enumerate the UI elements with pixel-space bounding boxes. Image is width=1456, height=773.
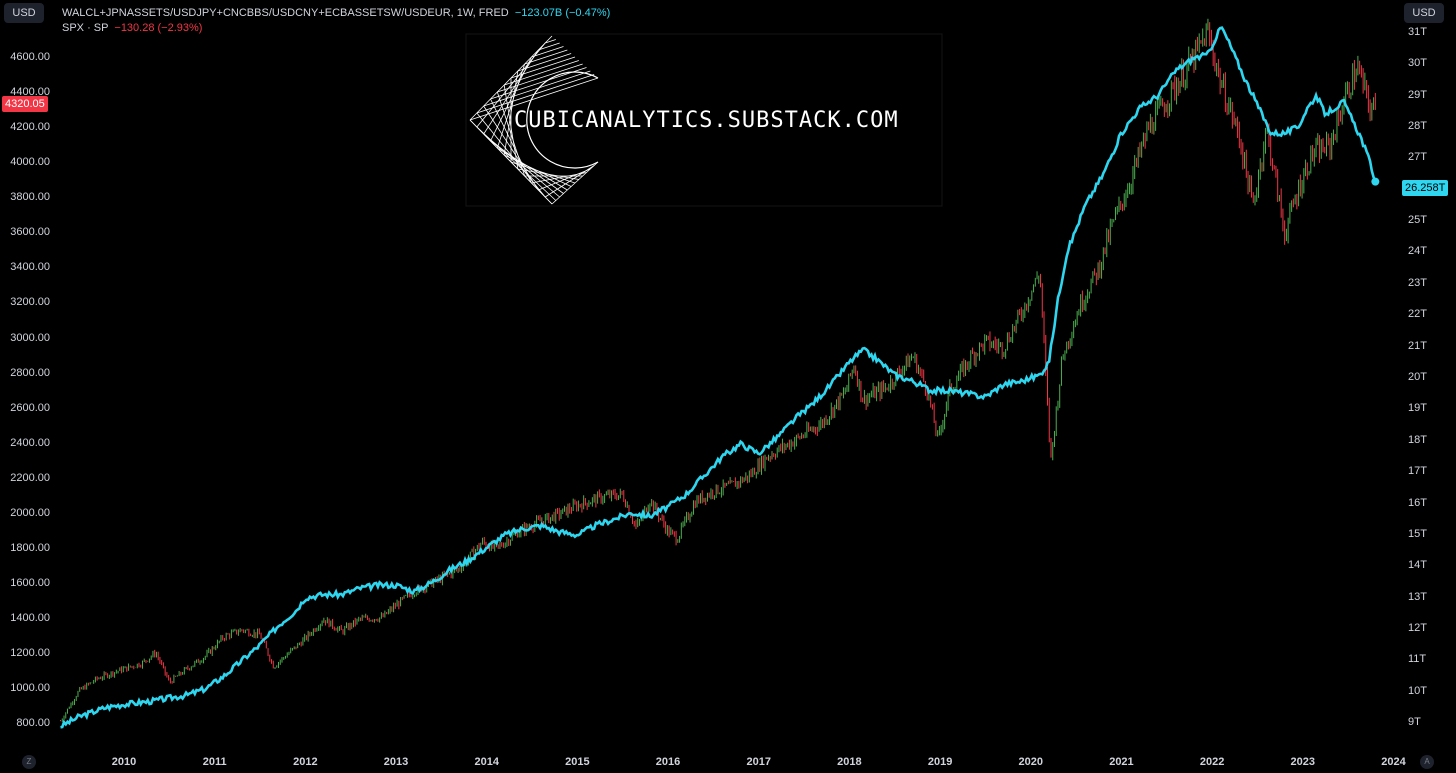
right-axis-tick: 29T — [1408, 88, 1427, 101]
left-axis-tick: 1200.00 — [10, 647, 50, 660]
auto-scale-button[interactable]: A — [1420, 755, 1434, 769]
right-axis-tick: 19T — [1408, 402, 1427, 415]
time-axis-tick: 2014 — [474, 756, 499, 768]
right-axis-tick: 20T — [1408, 371, 1427, 383]
left-axis-tick: 1600.00 — [10, 577, 50, 590]
left-axis-tick: 1800.00 — [10, 542, 50, 555]
right-axis-tick: 14T — [1408, 559, 1427, 572]
right-axis-tick: 23T — [1408, 276, 1427, 289]
right-axis-tick: 9T — [1408, 716, 1421, 729]
right-axis-tick: 27T — [1408, 151, 1427, 164]
watermark-string-line — [544, 165, 595, 198]
right-axis-tick: 31T — [1408, 25, 1427, 38]
right-axis-tick: 22T — [1408, 308, 1427, 321]
watermark-string-line — [538, 168, 591, 191]
legend-series2-title: SPX · SP — [62, 22, 109, 34]
right-axis-tick: 13T — [1408, 590, 1427, 603]
right-axis-tick: 11T — [1408, 653, 1427, 666]
watermark-string-line — [476, 74, 595, 114]
legend-series1-change: −123.07B (−0.47%) — [514, 7, 611, 19]
left-currency-button[interactable]: USD — [4, 3, 44, 23]
zoom-reset-button[interactable]: Z — [22, 755, 36, 769]
time-axis-tick: 2013 — [383, 756, 409, 768]
legend-series1-title: WALCL+JPNASSETS/USDJPY+CNCBBS/USDCNY+ECB… — [62, 7, 509, 19]
watermark-frame — [465, 33, 943, 207]
left-axis-tick: 1000.00 — [10, 682, 50, 695]
legend-row-spx[interactable]: SPX · SP −130.28 (−2.93%) — [62, 21, 610, 36]
left-axis-tick: 2600.00 — [10, 401, 50, 414]
right-axis-tick: 30T — [1408, 57, 1427, 70]
right-currency-button[interactable]: USD — [1404, 3, 1444, 23]
left-axis-tick: 2800.00 — [10, 366, 50, 379]
right-axis-tick: 12T — [1408, 622, 1427, 635]
time-axis-tick: 2011 — [202, 756, 227, 768]
left-axis-tick: 4000.00 — [10, 156, 50, 169]
time-axis-tick: 2023 — [1290, 756, 1316, 768]
spx-last-price-tag: 4320.05 — [2, 96, 48, 112]
right-axis-tick: 28T — [1408, 119, 1427, 132]
right-axis-tick: 18T — [1408, 433, 1427, 446]
time-axis-tick: 2019 — [927, 756, 953, 768]
left-axis-tick: 4400.00 — [10, 85, 50, 98]
time-axis-tick: 2010 — [111, 756, 137, 768]
left-axis-tick: 1400.00 — [10, 612, 50, 625]
watermark-string-line — [476, 42, 546, 128]
time-axis-tick: 2020 — [1018, 756, 1043, 768]
watermark-string-line — [483, 70, 591, 107]
right-axis-tick: 21T — [1408, 339, 1427, 352]
watermark-string-line — [524, 49, 568, 65]
right-axis-tick: 15T — [1408, 527, 1427, 540]
time-axis-tick: 2012 — [293, 756, 318, 768]
watermark-arc — [526, 71, 599, 169]
right-axis-tick: 10T — [1408, 684, 1427, 697]
left-axis-tick: 3600.00 — [10, 226, 50, 239]
left-axis-tick: 800.00 — [16, 717, 50, 730]
chart-legend: WALCL+JPNASSETS/USDJPY+CNCBBS/USDCNY+ECB… — [62, 6, 610, 36]
watermark-string-line — [545, 39, 556, 44]
liquidity-last-point — [1371, 177, 1380, 186]
legend-series2-change: −130.28 (−2.93%) — [114, 22, 203, 34]
right-axis-tick: 25T — [1408, 214, 1427, 227]
watermark-string-line — [538, 42, 560, 51]
left-axis-tick: 3200.00 — [10, 296, 50, 309]
time-axis-tick: 2024 — [1381, 756, 1406, 768]
watermark-string-line — [469, 77, 599, 121]
left-axis-tick: 2400.00 — [10, 436, 50, 449]
time-axis-tick: 2016 — [655, 756, 681, 768]
watermark-string-line — [483, 49, 539, 135]
watermark-string-line — [551, 161, 599, 205]
right-axis-tick: 24T — [1408, 245, 1427, 258]
time-axis-tick: 2022 — [1199, 756, 1225, 768]
time-axis-tick: 2021 — [1109, 756, 1134, 768]
time-axis-tick: 2015 — [565, 756, 590, 768]
watermark-string-line — [497, 63, 583, 93]
left-axis-tick: 3000.00 — [10, 331, 50, 344]
left-axis-tick: 4600.00 — [10, 50, 50, 63]
left-axis-tick: 2200.00 — [10, 471, 50, 484]
left-axis-tick: 2000.00 — [10, 506, 50, 519]
watermark-string-line — [469, 35, 553, 121]
watermark-text: CUBICANALYTICS.SUBSTACK.COM — [514, 108, 899, 133]
left-axis-tick: 4200.00 — [10, 121, 50, 134]
watermark-logo — [465, 33, 943, 207]
time-axis-tick: 2017 — [746, 756, 771, 768]
watermark-string-line — [510, 161, 576, 184]
watermark-string-line — [531, 46, 564, 58]
watermark-string-line — [510, 56, 576, 79]
time-axis-tick: 2018 — [837, 756, 862, 768]
left-axis-tick: 3800.00 — [10, 191, 50, 204]
left-axis-tick: 3400.00 — [10, 261, 50, 274]
right-axis-tick: 16T — [1408, 496, 1427, 509]
liquidity-last-value-tag: 26.258T — [1402, 180, 1449, 196]
liquidity-line — [60, 26, 1377, 729]
legend-row-liquidity[interactable]: WALCL+JPNASSETS/USDJPY+CNCBBS/USDCNY+ECB… — [62, 6, 610, 21]
right-axis-tick: 17T — [1408, 465, 1427, 478]
